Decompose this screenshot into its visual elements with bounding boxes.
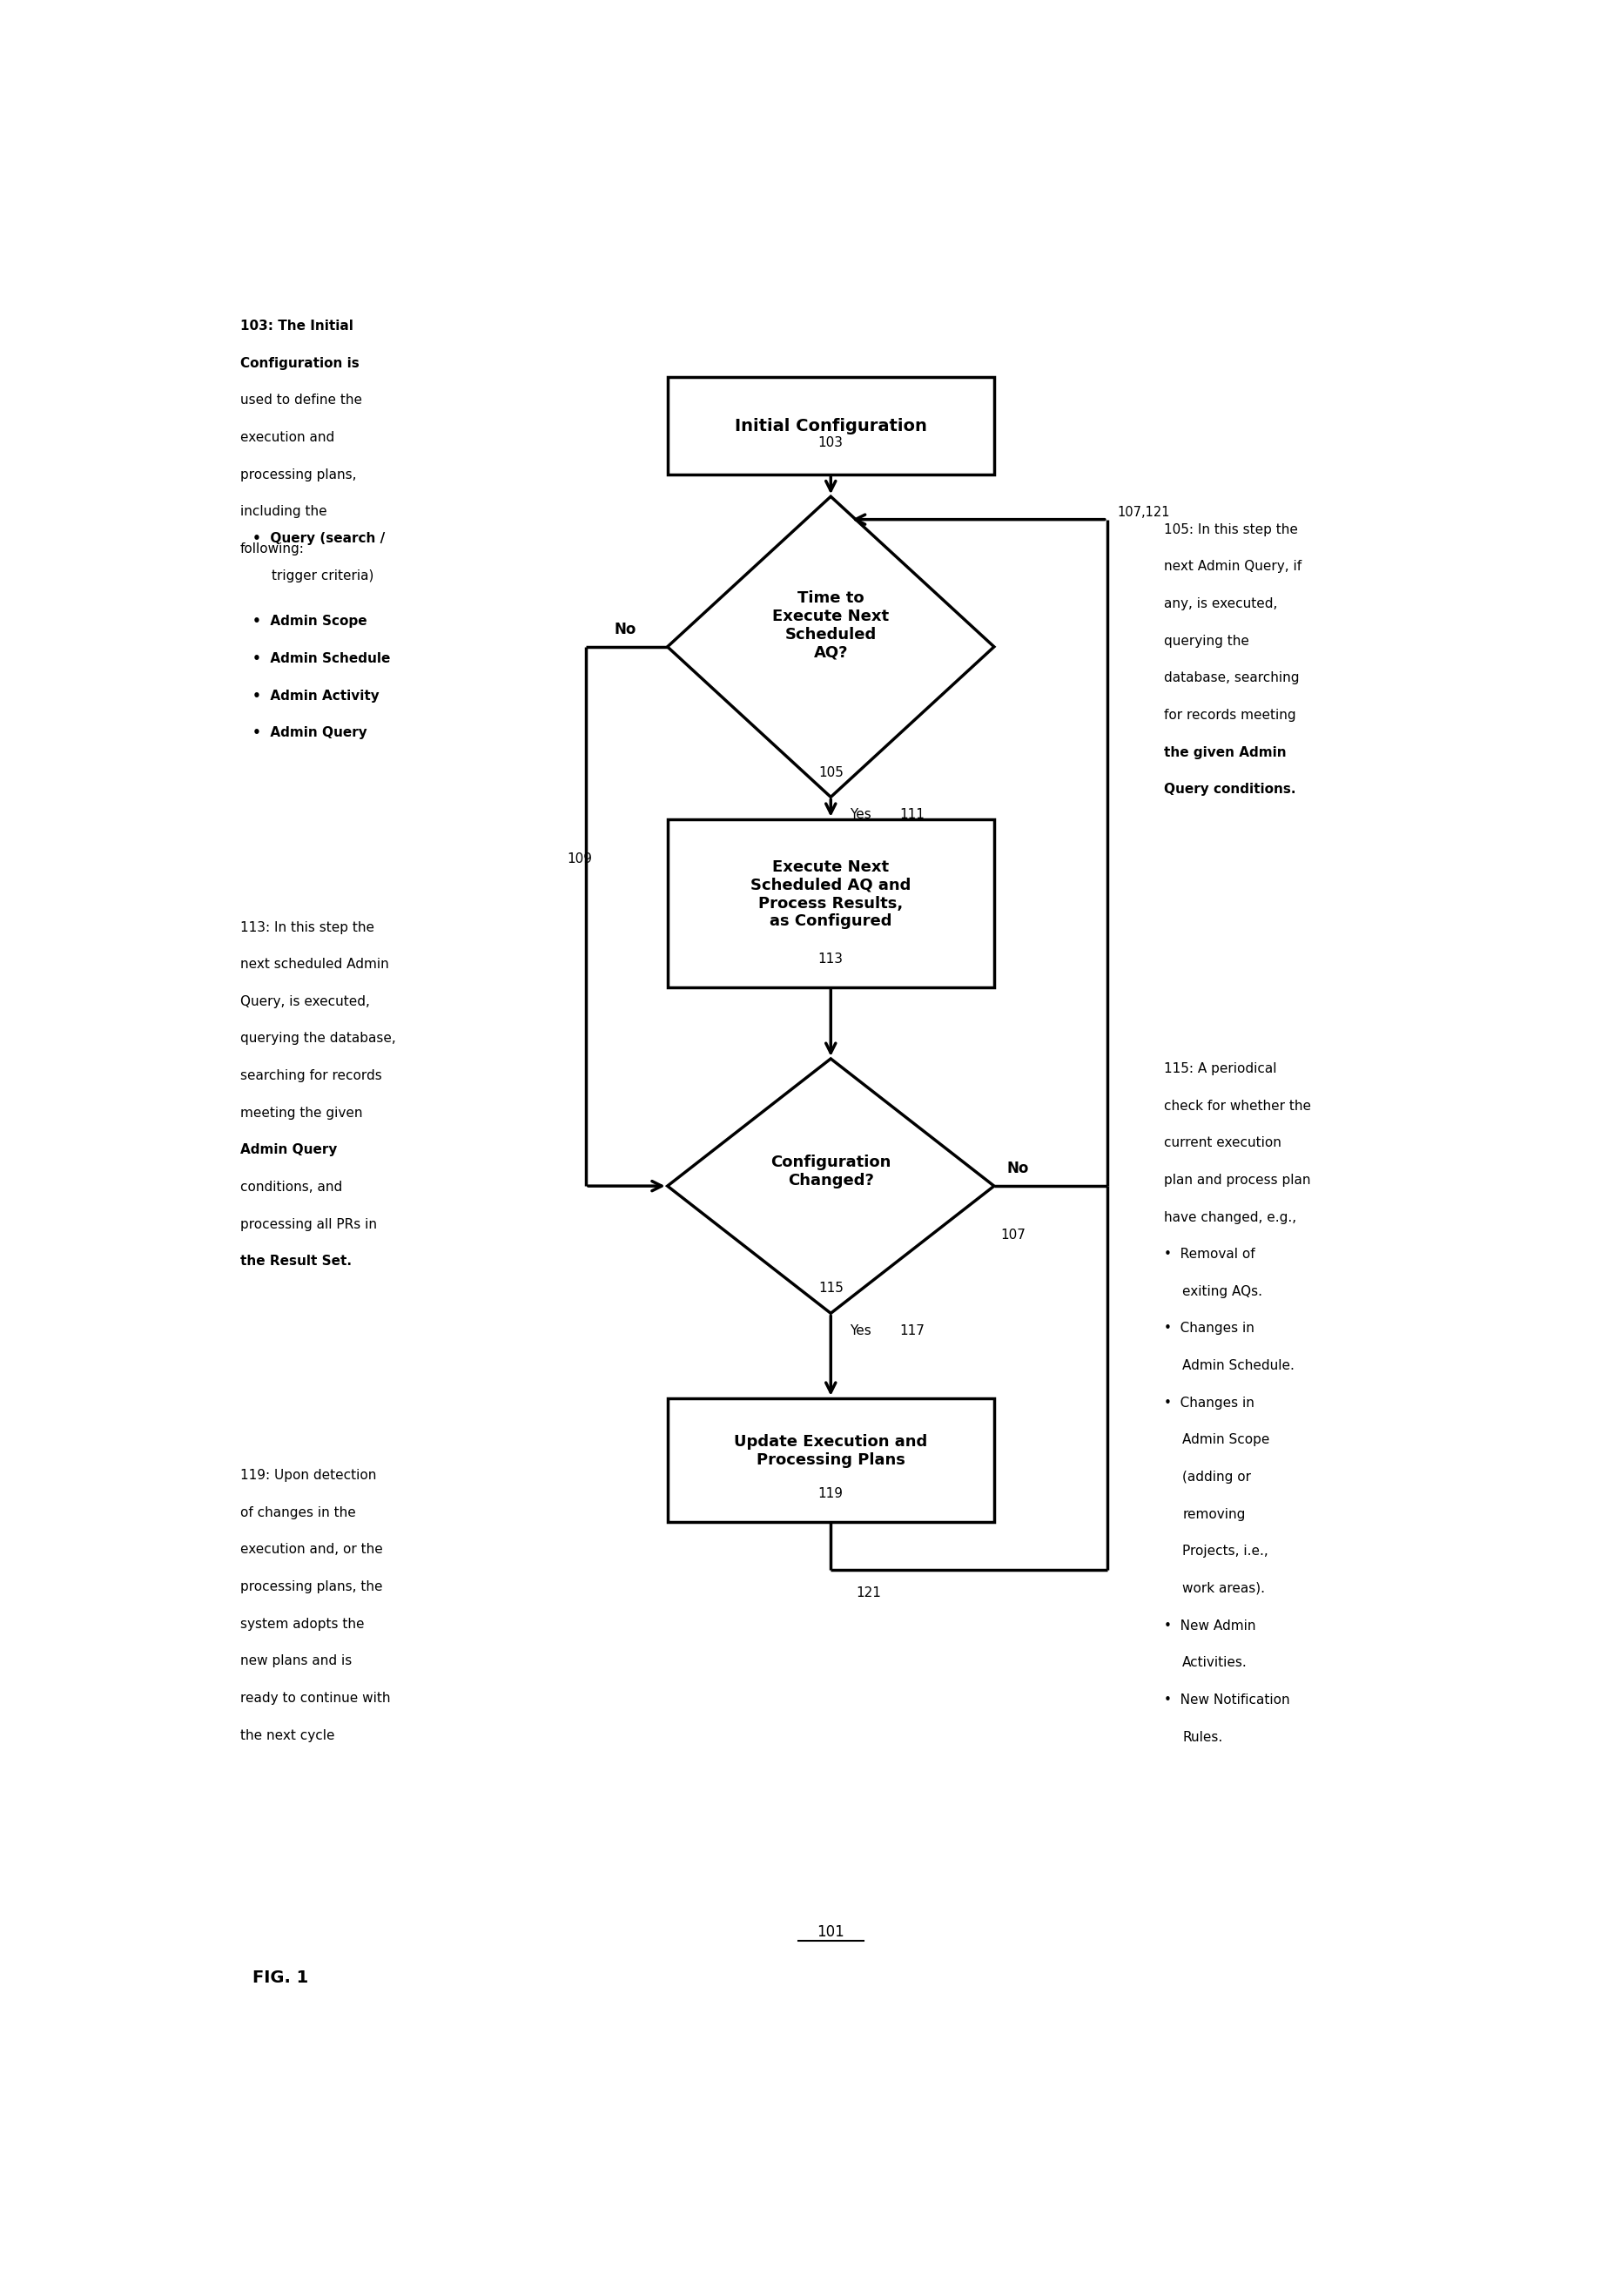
Text: processing plans,: processing plans, bbox=[240, 468, 357, 482]
Text: searching for records: searching for records bbox=[240, 1070, 383, 1081]
Text: •  Admin Scope: • Admin Scope bbox=[253, 615, 368, 629]
Text: Admin Scope: Admin Scope bbox=[1182, 1433, 1269, 1446]
Text: 111: 111 bbox=[900, 808, 926, 822]
Text: 115: A periodical: 115: A periodical bbox=[1164, 1063, 1276, 1075]
Text: current execution: current execution bbox=[1164, 1137, 1281, 1150]
Text: •  Query (search /: • Query (search / bbox=[253, 533, 386, 544]
Text: Time to
Execute Next
Scheduled
AQ?: Time to Execute Next Scheduled AQ? bbox=[772, 590, 890, 661]
Text: Rules.: Rules. bbox=[1182, 1731, 1222, 1743]
FancyBboxPatch shape bbox=[668, 820, 994, 987]
Text: querying the: querying the bbox=[1164, 634, 1248, 647]
Text: •  Admin Schedule: • Admin Schedule bbox=[253, 652, 391, 666]
Text: removing: removing bbox=[1182, 1508, 1245, 1520]
Text: FIG. 1: FIG. 1 bbox=[253, 1970, 310, 1986]
Text: execution and: execution and bbox=[240, 432, 334, 443]
Text: Query, is executed,: Query, is executed, bbox=[240, 994, 370, 1008]
Text: Yes: Yes bbox=[849, 808, 870, 822]
Text: Projects, i.e.,: Projects, i.e., bbox=[1182, 1545, 1269, 1559]
Text: •  Admin Activity: • Admin Activity bbox=[253, 689, 379, 703]
Text: the given Admin: the given Admin bbox=[1164, 746, 1285, 760]
Text: 121: 121 bbox=[856, 1587, 882, 1598]
Text: 115: 115 bbox=[819, 1281, 843, 1295]
Text: of changes in the: of changes in the bbox=[240, 1506, 357, 1520]
Text: 103: The Initial: 103: The Initial bbox=[240, 319, 353, 333]
FancyBboxPatch shape bbox=[668, 1398, 994, 1522]
Text: •  New Notification: • New Notification bbox=[1164, 1694, 1290, 1706]
Text: trigger criteria): trigger criteria) bbox=[272, 569, 374, 583]
Text: •  Changes in: • Changes in bbox=[1164, 1396, 1255, 1410]
Text: system adopts the: system adopts the bbox=[240, 1616, 365, 1630]
Text: processing plans, the: processing plans, the bbox=[240, 1580, 383, 1593]
Text: Admin Schedule.: Admin Schedule. bbox=[1182, 1359, 1295, 1373]
Text: 113: In this step the: 113: In this step the bbox=[240, 921, 374, 934]
Text: 107,121: 107,121 bbox=[1117, 505, 1170, 519]
Text: Update Execution and
Processing Plans: Update Execution and Processing Plans bbox=[734, 1435, 927, 1467]
Text: querying the database,: querying the database, bbox=[240, 1033, 396, 1045]
Text: ready to continue with: ready to continue with bbox=[240, 1692, 391, 1704]
Text: •  Changes in: • Changes in bbox=[1164, 1322, 1255, 1336]
Text: 117: 117 bbox=[900, 1325, 926, 1339]
Text: •  Removal of: • Removal of bbox=[1164, 1249, 1255, 1261]
Text: 119: 119 bbox=[819, 1488, 843, 1499]
Text: 109: 109 bbox=[567, 852, 592, 866]
Text: plan and process plan: plan and process plan bbox=[1164, 1173, 1310, 1187]
Text: No: No bbox=[1007, 1159, 1029, 1176]
Text: conditions, and: conditions, and bbox=[240, 1180, 342, 1194]
Text: 105: In this step the: 105: In this step the bbox=[1164, 523, 1298, 535]
Text: including the: including the bbox=[240, 505, 327, 519]
Text: exiting AQs.: exiting AQs. bbox=[1182, 1286, 1263, 1297]
Text: work areas).: work areas). bbox=[1182, 1582, 1266, 1596]
Text: 101: 101 bbox=[817, 1924, 845, 1940]
Text: used to define the: used to define the bbox=[240, 395, 361, 406]
Text: have changed, e.g.,: have changed, e.g., bbox=[1164, 1210, 1297, 1224]
Text: (adding or: (adding or bbox=[1182, 1472, 1251, 1483]
Text: 105: 105 bbox=[819, 767, 843, 778]
Text: next Admin Query, if: next Admin Query, if bbox=[1164, 560, 1302, 574]
Text: database, searching: database, searching bbox=[1164, 670, 1298, 684]
Text: 107: 107 bbox=[1000, 1228, 1026, 1242]
Text: execution and, or the: execution and, or the bbox=[240, 1543, 383, 1557]
Text: Execute Next
Scheduled AQ and
Process Results,
as Configured: Execute Next Scheduled AQ and Process Re… bbox=[751, 859, 911, 930]
Text: Activities.: Activities. bbox=[1182, 1655, 1248, 1669]
Text: processing all PRs in: processing all PRs in bbox=[240, 1217, 378, 1231]
Text: 119: Upon detection: 119: Upon detection bbox=[240, 1469, 376, 1481]
Text: new plans and is: new plans and is bbox=[240, 1655, 352, 1667]
Text: Query conditions.: Query conditions. bbox=[1164, 783, 1295, 797]
Text: check for whether the: check for whether the bbox=[1164, 1100, 1311, 1114]
Text: 113: 113 bbox=[819, 953, 843, 964]
Text: any, is executed,: any, is executed, bbox=[1164, 597, 1277, 611]
Text: following:: following: bbox=[240, 542, 305, 556]
Text: •  New Admin: • New Admin bbox=[1164, 1619, 1256, 1632]
Polygon shape bbox=[668, 496, 994, 797]
Polygon shape bbox=[668, 1058, 994, 1313]
Text: for records meeting: for records meeting bbox=[1164, 709, 1295, 721]
Text: meeting the given: meeting the given bbox=[240, 1107, 363, 1120]
Text: next scheduled Admin: next scheduled Admin bbox=[240, 957, 389, 971]
Text: No: No bbox=[614, 622, 635, 636]
FancyBboxPatch shape bbox=[668, 377, 994, 475]
Text: Yes: Yes bbox=[849, 1325, 870, 1339]
Text: Admin Query: Admin Query bbox=[240, 1143, 337, 1157]
Text: Initial Configuration: Initial Configuration bbox=[734, 418, 927, 434]
Text: Configuration
Changed?: Configuration Changed? bbox=[770, 1155, 892, 1189]
Text: •  Admin Query: • Admin Query bbox=[253, 726, 368, 739]
Text: 103: 103 bbox=[819, 436, 843, 450]
Text: Configuration is: Configuration is bbox=[240, 356, 360, 370]
Text: the Result Set.: the Result Set. bbox=[240, 1256, 352, 1267]
Text: the next cycle: the next cycle bbox=[240, 1729, 336, 1743]
